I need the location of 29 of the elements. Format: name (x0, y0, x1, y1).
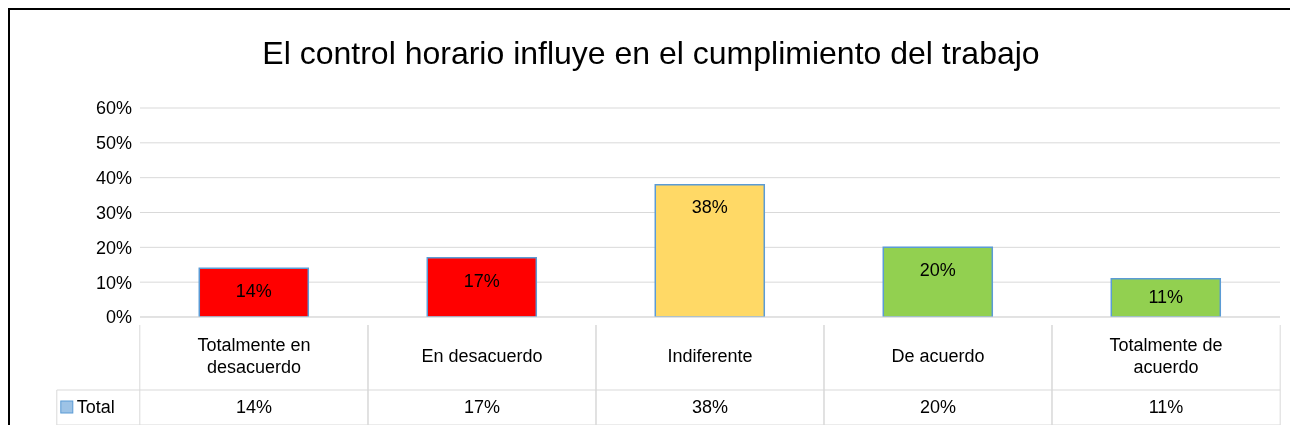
y-tick-label: 0% (105, 307, 132, 328)
text: Total (76, 396, 115, 417)
y-tick-label: 30% (95, 202, 132, 223)
x-tick-label: En desacuerdo (421, 345, 543, 366)
data-label: 14% (235, 396, 273, 417)
x-tick-label: Totalmente de acuerdo (1109, 334, 1223, 377)
bar (198, 267, 310, 317)
bar (426, 257, 538, 317)
data-label: 38% (691, 396, 729, 417)
bar (654, 183, 766, 317)
y-tick-label: 50% (95, 133, 132, 154)
y-tick-label: 60% (95, 98, 132, 119)
text: 17% (463, 270, 500, 291)
text: 11% (1148, 286, 1184, 307)
bar (1110, 277, 1222, 317)
bar (882, 246, 994, 317)
y-tick-label: 10% (95, 272, 132, 293)
text: 20% (919, 260, 956, 281)
text: 14% (235, 280, 272, 301)
x-tick-label: Totalmente en desacuerdo (197, 334, 311, 377)
data-label: 17% (463, 396, 501, 417)
x-tick-label: De acuerdo (891, 345, 985, 366)
y-tick-label: 20% (95, 237, 132, 258)
chart-title: El control horario influye en el cumplimiento del trabajo (261, 35, 1041, 72)
text: 38% (691, 197, 728, 218)
data-label: 11% (1148, 396, 1184, 417)
y-tick-label: 40% (95, 168, 132, 189)
x-tick-label: Indiferente (667, 345, 753, 366)
data-label: 20% (919, 396, 957, 417)
